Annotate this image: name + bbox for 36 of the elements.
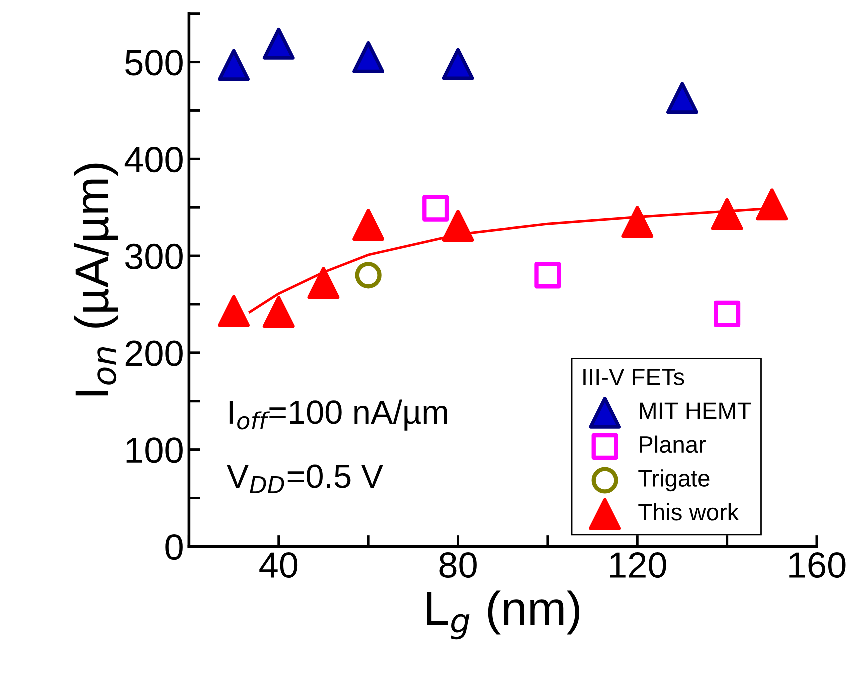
point bbox=[666, 82, 698, 114]
x-axis-title: L$_{g}$ (nm) bbox=[427, 590, 580, 640]
point bbox=[262, 28, 295, 60]
legend-title: III-V FETs bbox=[584, 369, 684, 386]
y-tick-label: 500 bbox=[126, 50, 183, 76]
point bbox=[308, 267, 340, 300]
y-tick-label: 0 bbox=[166, 534, 183, 560]
point bbox=[442, 210, 474, 242]
x-tick-label: 40 bbox=[260, 552, 298, 578]
x-tick-label: 120 bbox=[610, 552, 666, 578]
annotation: I$_{off}$=100 nA/µm bbox=[230, 400, 448, 431]
point bbox=[262, 296, 295, 328]
y-axis-title: I$_{on}$ (µA/µm) bbox=[74, 164, 118, 396]
legend-label: Trigate bbox=[638, 470, 710, 492]
point bbox=[442, 48, 474, 80]
point bbox=[534, 262, 562, 289]
point bbox=[355, 262, 382, 289]
y-tick-label: 100 bbox=[126, 438, 183, 464]
legend-label: Planar bbox=[640, 436, 706, 454]
point bbox=[714, 300, 741, 328]
annotation: V$_{DD}$=0.5 V bbox=[227, 464, 384, 494]
point bbox=[352, 209, 385, 242]
point bbox=[218, 49, 250, 82]
point bbox=[756, 188, 788, 221]
x-tick-label: 160 bbox=[790, 552, 846, 578]
y-tick-label: 300 bbox=[125, 244, 183, 270]
point bbox=[711, 198, 744, 230]
point bbox=[622, 206, 654, 238]
x-tick-label: 80 bbox=[440, 552, 477, 578]
point bbox=[352, 41, 385, 74]
point bbox=[218, 295, 250, 328]
point bbox=[422, 195, 450, 222]
y-tick-label: 400 bbox=[124, 147, 183, 173]
y-tick-label: 200 bbox=[126, 340, 183, 366]
legend-label: MIT HEMT bbox=[640, 402, 752, 420]
legend-label: This work bbox=[638, 503, 740, 521]
